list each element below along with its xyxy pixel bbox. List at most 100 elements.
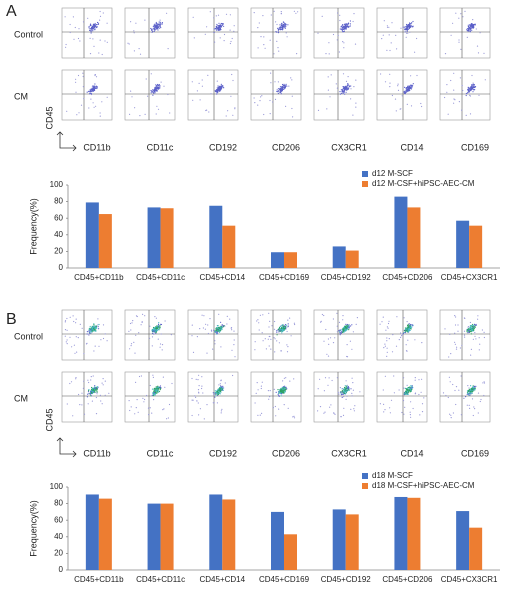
cell-dot [461, 109, 463, 111]
cell-dot [282, 86, 284, 88]
cell-dot [220, 410, 222, 412]
cell-dot [199, 328, 201, 330]
y-tick-label: 20 [54, 549, 63, 558]
cell-dot [470, 333, 472, 335]
cell-dot [345, 329, 347, 331]
cell-dot [468, 394, 470, 396]
y-tick-label: 100 [50, 482, 64, 491]
bar [98, 498, 112, 570]
cell-dot [64, 16, 66, 18]
cell-dot [452, 412, 454, 414]
marker-label: CD206 [272, 448, 300, 458]
cell-dot [383, 403, 385, 405]
cell-dot [157, 338, 159, 340]
cell-dot [276, 334, 278, 336]
cell-dot [216, 394, 218, 396]
cell-dot [220, 391, 222, 393]
cell-dot [409, 24, 411, 26]
cell-dot [99, 15, 102, 17]
cell-dot [329, 406, 331, 408]
cell-dot [385, 329, 387, 331]
cell-dot [274, 320, 276, 323]
cell-dot [89, 28, 91, 30]
cell-dot [317, 388, 319, 390]
cell-dot [411, 386, 413, 388]
cell-dot [465, 114, 467, 116]
cell-dot [323, 314, 325, 317]
cell-dot [95, 413, 98, 415]
x-tick-label: CD45+CD192 [321, 273, 372, 282]
cell-dot [282, 380, 284, 382]
cell-dot [406, 30, 408, 32]
cell-dot [286, 344, 288, 346]
cell-dot [86, 331, 88, 333]
cell-dot [108, 392, 110, 394]
cell-dot [466, 28, 468, 30]
cell-dot [346, 389, 348, 391]
cell-dot [398, 389, 400, 391]
cell-dot [153, 30, 155, 32]
cell-dot [161, 23, 163, 25]
cell-dot [469, 113, 472, 115]
cell-dot [471, 74, 473, 77]
cell-dot [341, 392, 343, 394]
cell-dot [89, 29, 91, 31]
cell-dot [467, 89, 469, 91]
cell-dot [457, 324, 459, 326]
cell-dot [277, 92, 279, 94]
cell-dot [153, 399, 155, 401]
cell-dot [472, 19, 474, 21]
cell-dot [280, 90, 282, 92]
cell-dot [271, 325, 273, 327]
cell-dot [166, 12, 168, 14]
cell-dot [159, 346, 161, 348]
cell-dot [343, 47, 345, 49]
cell-dot [408, 391, 410, 393]
cell-dot [408, 389, 410, 391]
cell-dot [472, 82, 474, 84]
row-label: CM [14, 91, 28, 101]
cell-dot [279, 89, 281, 91]
cell-dot [281, 393, 283, 395]
cell-dot [94, 26, 97, 28]
cell-dot [92, 325, 94, 328]
cell-dot [90, 98, 92, 100]
cell-dot [154, 316, 156, 318]
cell-dot [219, 383, 221, 385]
cell-dot [149, 407, 151, 409]
cell-dot [216, 92, 218, 94]
cell-dot [73, 320, 75, 323]
cell-dot [152, 376, 154, 378]
cell-dot [197, 379, 199, 381]
cell-dot [382, 316, 384, 318]
cell-dot [201, 79, 203, 81]
legend-label: d12 M-SCF [372, 169, 413, 178]
cell-dot [279, 86, 282, 88]
flow-plot-frame [313, 371, 365, 423]
cell-dot [467, 332, 469, 334]
cell-dot [353, 410, 355, 412]
cell-dot [403, 413, 405, 415]
cell-dot [74, 352, 76, 354]
cell-dot [403, 387, 405, 389]
cell-dot [342, 92, 344, 95]
cell-dot [260, 36, 262, 38]
cell-dot [158, 27, 160, 29]
cell-dot [293, 10, 295, 12]
cell-dot [81, 392, 83, 394]
cell-dot [346, 26, 348, 28]
cell-dot [98, 323, 100, 326]
cell-dot [342, 319, 344, 321]
bar [85, 494, 99, 570]
cell-dot [99, 39, 101, 41]
cell-dot [96, 386, 98, 388]
cell-dot [469, 407, 471, 409]
row-label: CM [14, 393, 28, 403]
cell-dot [132, 320, 134, 322]
cell-dot [391, 94, 393, 97]
cell-dot [284, 86, 286, 88]
cell-dot [410, 23, 412, 25]
cell-dot [291, 79, 293, 81]
cell-dot [347, 386, 349, 388]
cell-dot [157, 385, 159, 387]
